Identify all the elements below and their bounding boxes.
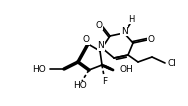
Text: Cl: Cl: [168, 59, 176, 68]
Text: H: H: [128, 15, 134, 24]
Text: N: N: [121, 26, 127, 36]
Text: HO: HO: [73, 82, 87, 91]
Text: O: O: [96, 20, 102, 29]
Text: OH: OH: [119, 66, 133, 75]
Text: F: F: [102, 77, 108, 86]
Text: O: O: [148, 34, 155, 43]
Text: HO: HO: [32, 64, 46, 73]
Text: O: O: [83, 36, 89, 45]
Text: N: N: [98, 42, 104, 50]
